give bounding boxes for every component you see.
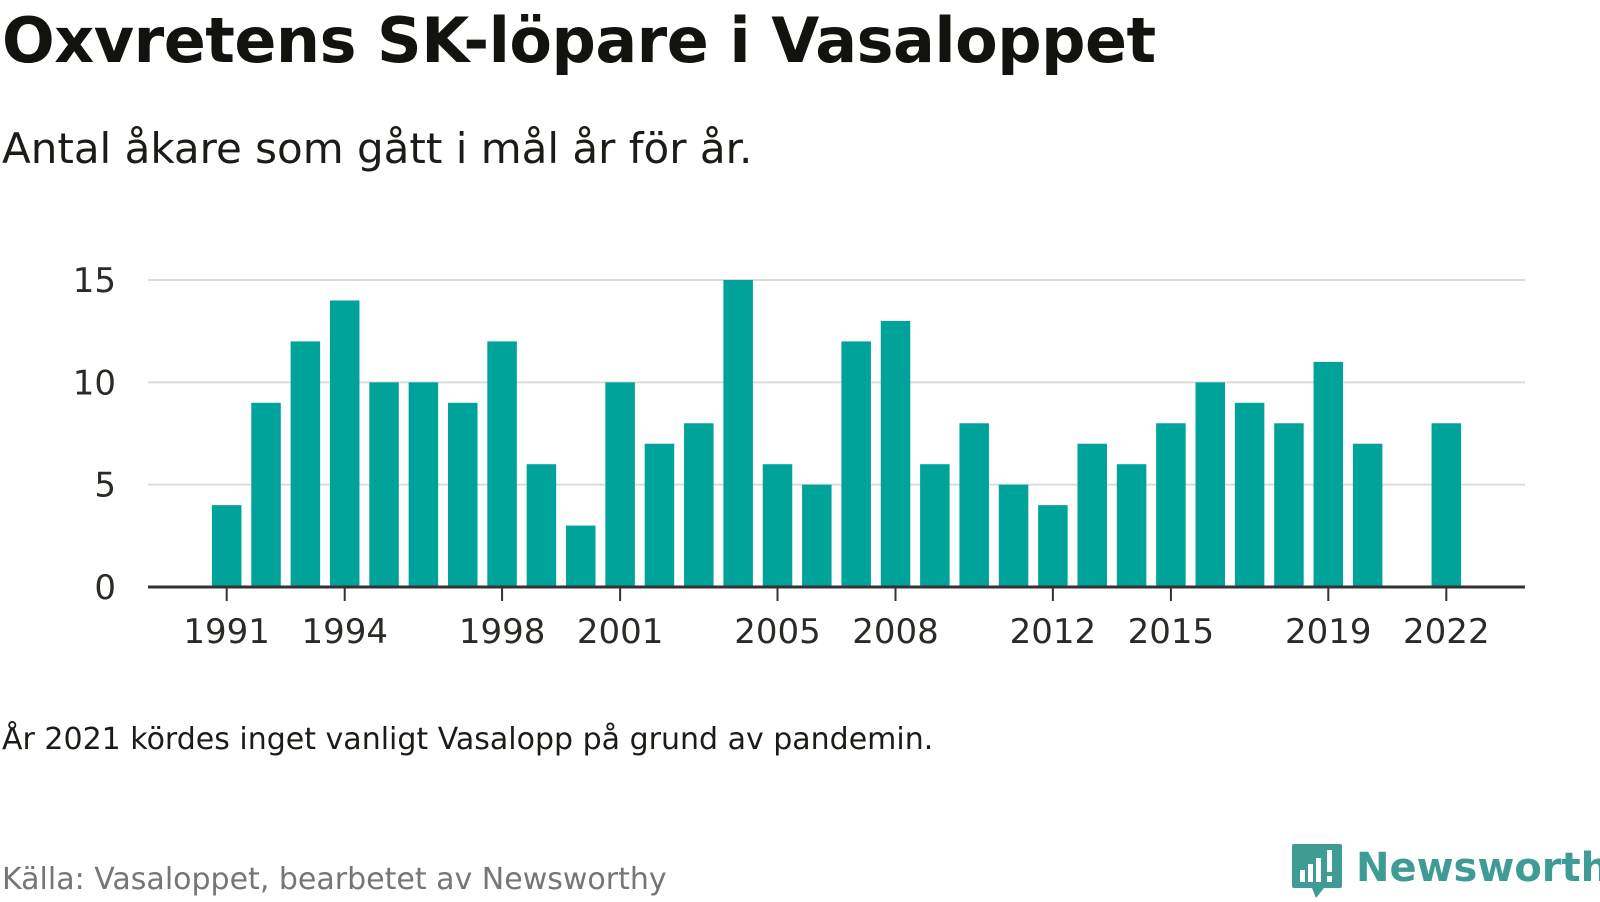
bar-1994 bbox=[329, 300, 360, 587]
newsworthy-logo: Newsworthy bbox=[1290, 842, 1600, 902]
bar-2005 bbox=[762, 464, 793, 587]
bar-2003 bbox=[684, 423, 714, 587]
bar-2019 bbox=[1313, 361, 1344, 587]
bar-2001 bbox=[605, 382, 635, 587]
newsworthy-chart-bubble-icon bbox=[1292, 844, 1342, 898]
bar-2002 bbox=[644, 443, 675, 587]
bar-2020 bbox=[1352, 443, 1383, 587]
logo-text: Newsworthy bbox=[1356, 845, 1600, 891]
bar-2014 bbox=[1116, 464, 1147, 587]
x-tick-label: 2005 bbox=[734, 612, 821, 652]
y-tick-label: 0 bbox=[94, 568, 116, 608]
bar-2007 bbox=[841, 341, 871, 587]
bars bbox=[211, 280, 1462, 587]
x-tick-label: 1991 bbox=[183, 612, 270, 652]
x-tick-label: 2019 bbox=[1285, 612, 1372, 652]
chart-subtitle: Antal åkare som gått i mål år för år. bbox=[2, 124, 753, 173]
axes bbox=[148, 585, 1525, 601]
x-tick-label: 2008 bbox=[852, 612, 939, 652]
bar-2013 bbox=[1077, 443, 1107, 587]
bar-2004 bbox=[723, 280, 753, 587]
bar-2016 bbox=[1195, 382, 1226, 587]
bar-2017 bbox=[1234, 402, 1265, 587]
x-tick-label: 2015 bbox=[1128, 612, 1215, 652]
x-tick-label: 2012 bbox=[1010, 612, 1097, 652]
bar-1991 bbox=[211, 505, 242, 587]
bar-2018 bbox=[1274, 423, 1304, 587]
bar-1997 bbox=[447, 402, 478, 587]
bar-2006 bbox=[802, 484, 832, 587]
y-tick-label: 15 bbox=[73, 261, 116, 301]
x-tick-label: 1994 bbox=[301, 612, 388, 652]
bar-2010 bbox=[959, 423, 989, 587]
bar-1999 bbox=[526, 464, 557, 587]
bar-2008 bbox=[880, 320, 911, 587]
chart-title: Oxvretens SK-löpare i Vasaloppet bbox=[2, 4, 1156, 77]
bar-2022 bbox=[1431, 423, 1462, 587]
bar-1995 bbox=[369, 382, 399, 587]
tick-labels: 0 5 10 15 1991 1994 1998 2001 2005 2008 2012 2015 20… bbox=[73, 261, 1490, 652]
x-tick-label: 2022 bbox=[1403, 612, 1490, 652]
bar-2011 bbox=[998, 484, 1029, 587]
source-credit: Källa: Vasaloppet, bearbetet av Newswort… bbox=[2, 862, 667, 897]
bar-1993 bbox=[290, 341, 321, 587]
bar-1996 bbox=[408, 382, 439, 587]
bar-chart: 0 5 10 15 1991 1994 1998 2001 2005 2008 2012 2015 20… bbox=[73, 261, 1525, 652]
bar-2000 bbox=[566, 525, 596, 587]
x-tick-label: 2001 bbox=[577, 612, 664, 652]
bar-2015 bbox=[1156, 423, 1186, 587]
chart-note: År 2021 kördes inget vanligt Vasalopp på… bbox=[2, 722, 934, 757]
bar-2012 bbox=[1038, 505, 1068, 587]
bar-1998 bbox=[487, 341, 517, 587]
y-tick-label: 5 bbox=[94, 466, 116, 506]
bar-1992 bbox=[251, 402, 281, 587]
y-tick-label: 10 bbox=[73, 363, 116, 403]
x-tick-label: 1998 bbox=[459, 612, 546, 652]
bar-2009 bbox=[920, 464, 950, 587]
